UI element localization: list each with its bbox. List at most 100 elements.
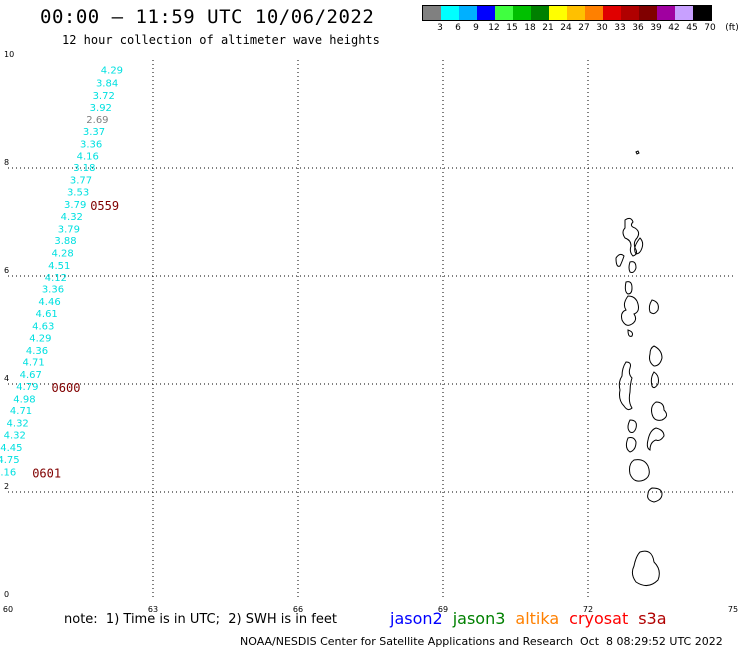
legend-swatch — [675, 6, 693, 20]
wave-height-value: 4.51 — [48, 261, 70, 272]
island-outline — [634, 237, 644, 255]
island-outline — [631, 550, 660, 586]
wave-height-value: 3.18 — [73, 163, 95, 174]
wave-height-value: 4.71 — [22, 358, 44, 369]
legend-swatch — [585, 6, 603, 20]
island-outline — [629, 459, 650, 482]
legend-unit: (ft) — [725, 23, 739, 33]
satellite-name: altika — [515, 609, 560, 628]
x-tick-label: 72 — [583, 605, 593, 614]
y-tick-label: 2 — [4, 482, 9, 491]
legend-swatch — [459, 6, 477, 20]
wave-height-value: 3.72 — [93, 91, 115, 102]
legend-swatch — [495, 6, 513, 20]
wave-height-value: 3.36 — [42, 285, 64, 296]
legend-swatch — [441, 6, 459, 20]
island-outline — [649, 345, 663, 367]
legend-labels: 3 6 9 12 15 18 21 24 27 30 33 36 39 42 45 70 (ft) — [422, 21, 739, 33]
legend-label: 36 — [632, 23, 644, 33]
legend-label: 33 — [614, 23, 626, 33]
legend-label: 9 — [473, 23, 479, 33]
legend-label: 21 — [542, 23, 554, 33]
wave-height-labels: 4.293.843.723.922.693.373.364.163.183.77… — [0, 66, 123, 481]
legend-label: 6 — [455, 23, 461, 33]
y-tick-label: 0 — [4, 590, 9, 599]
wave-height-value: 4.16 — [77, 151, 99, 162]
legend-swatch — [639, 6, 657, 20]
x-tick-label: 75 — [728, 605, 738, 614]
island-outline — [627, 329, 633, 337]
island-outline — [646, 427, 665, 451]
map-title: 00:00 – 11:59 UTC 10/06/2022 — [40, 6, 375, 28]
pass-time-label: 0601 — [32, 466, 61, 480]
wave-height-value: 3.53 — [67, 188, 89, 199]
maldives-coastline — [615, 150, 668, 586]
legend-label: 70 — [704, 23, 716, 33]
legend-swatch — [423, 6, 441, 20]
legend-swatch — [477, 6, 495, 20]
footer-note: note: 1) Time is in UTC; 2) SWH is in fe… — [64, 612, 337, 627]
axis-labels: 60 63 66 69 72 75 0 2 4 6 8 10 — [3, 50, 738, 614]
wave-height-value: 4.12 — [45, 273, 67, 284]
legend-swatch — [549, 6, 567, 20]
legend-color-bar — [422, 5, 712, 21]
wave-height-value: 4.32 — [61, 212, 83, 223]
island-outline — [624, 281, 633, 295]
legend-label: 24 — [560, 23, 572, 33]
x-tick-label: 60 — [3, 605, 13, 614]
legend-swatch — [513, 6, 531, 20]
satellite-legend: jason2 jason3 altika cryosat s3a — [390, 609, 677, 628]
legend-swatch — [567, 6, 585, 20]
legend-swatch — [693, 6, 711, 20]
wave-height-value: 3.37 — [83, 127, 105, 138]
legend-label: 45 — [686, 23, 698, 33]
grid-lines — [8, 60, 733, 600]
legend-swatch — [657, 6, 675, 20]
wave-height-value: 3.88 — [54, 236, 76, 247]
pass-time-label: 0600 — [52, 381, 81, 395]
wave-height-value: 3.77 — [70, 176, 92, 187]
island-outline — [648, 299, 659, 315]
island-outline — [635, 150, 640, 155]
wave-height-value: 2.69 — [86, 115, 108, 126]
wave-height-value: 4.32 — [7, 419, 29, 430]
wave-height-value: 4.61 — [36, 309, 58, 320]
legend-label: 3 — [437, 23, 443, 33]
wave-height-value: 4.28 — [51, 249, 73, 260]
y-tick-label: 6 — [4, 266, 9, 275]
island-outline — [625, 437, 637, 453]
wave-height-value: 4.63 — [32, 321, 54, 332]
island-outline — [627, 419, 637, 433]
wave-height-value: 4.71 — [10, 406, 32, 417]
island-outline — [651, 401, 668, 421]
island-outline — [615, 253, 625, 267]
wave-height-value: 4.29 — [101, 66, 123, 77]
island-outline — [621, 295, 639, 326]
color-legend: 3 6 9 12 15 18 21 24 27 30 33 36 39 42 45 70 (ft) — [422, 5, 739, 33]
legend-label: 30 — [596, 23, 608, 33]
satellite-name: s3a — [638, 609, 667, 628]
wave-height-value: 4.29 — [29, 333, 51, 344]
satellite-name: jason3 — [452, 609, 506, 628]
credit-line: NOAA/NESDIS Center for Satellite Applica… — [240, 635, 574, 648]
x-tick-label: 66 — [293, 605, 303, 614]
y-tick-label: 4 — [4, 374, 9, 383]
satellite-name: jason2 — [390, 609, 443, 628]
legend-swatch — [531, 6, 549, 20]
wave-height-value: 3.84 — [96, 78, 118, 89]
legend-swatch — [603, 6, 621, 20]
satellite-name: cryosat — [569, 609, 629, 628]
wave-height-value: 4.16 — [0, 467, 16, 478]
wave-height-value: 4.46 — [38, 297, 60, 308]
generated-timestamp: Oct 8 08:29:52 UTC 2022 — [580, 635, 723, 648]
map-subtitle: 12 hour collection of altimeter wave hei… — [62, 33, 380, 47]
wave-height-value: 3.92 — [90, 103, 112, 114]
island-outline — [628, 261, 637, 273]
legend-swatch — [621, 6, 639, 20]
wave-height-value: 3.79 — [58, 224, 80, 235]
island-outline — [622, 217, 640, 257]
pass-time-label: 0559 — [90, 199, 119, 213]
legend-label: 12 — [488, 23, 500, 33]
wave-height-value: 4.67 — [20, 370, 42, 381]
